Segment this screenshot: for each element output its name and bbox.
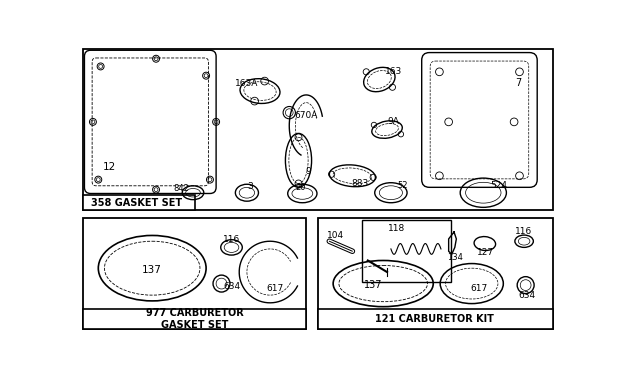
Text: 134: 134 — [447, 253, 463, 262]
Text: 163A: 163A — [235, 79, 259, 88]
Text: 842: 842 — [174, 184, 189, 193]
Text: 163: 163 — [384, 67, 402, 76]
Bar — [317, 309, 552, 329]
Text: 9: 9 — [306, 168, 311, 177]
Text: 20: 20 — [296, 183, 306, 192]
Text: 52: 52 — [397, 181, 408, 190]
Text: 121 CARBURETOR KIT: 121 CARBURETOR KIT — [375, 314, 494, 324]
Text: 116: 116 — [223, 235, 240, 244]
Bar — [83, 49, 552, 211]
Bar — [83, 218, 306, 329]
Text: 617: 617 — [471, 284, 488, 293]
Text: 670A: 670A — [294, 111, 318, 120]
Bar — [317, 218, 552, 329]
Text: 634: 634 — [518, 291, 536, 300]
Text: 104: 104 — [327, 230, 344, 240]
Text: 137: 137 — [364, 280, 383, 290]
Text: 524: 524 — [490, 181, 507, 190]
Text: 116: 116 — [515, 227, 532, 236]
Text: 127: 127 — [477, 248, 494, 257]
Text: 634: 634 — [223, 282, 240, 291]
Text: 9A: 9A — [388, 117, 399, 126]
Text: 358 GASKET SET: 358 GASKET SET — [91, 198, 182, 208]
Text: 3: 3 — [247, 182, 253, 191]
Text: 617: 617 — [267, 284, 284, 293]
Text: 7: 7 — [515, 79, 521, 88]
Bar — [83, 309, 306, 329]
Text: 883: 883 — [352, 179, 369, 188]
Text: 12: 12 — [103, 162, 117, 172]
Text: 137: 137 — [142, 265, 162, 275]
Bar — [83, 195, 195, 211]
Text: 977 CARBURETOR
GASKET SET: 977 CARBURETOR GASKET SET — [146, 308, 244, 330]
Bar — [363, 220, 451, 282]
Text: 118: 118 — [389, 224, 405, 233]
